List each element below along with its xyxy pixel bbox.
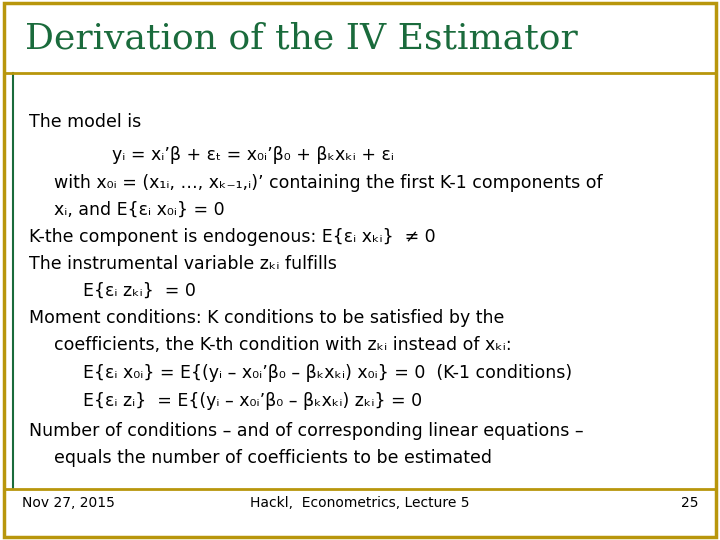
Text: K-the component is endogenous: E{εᵢ xₖᵢ}  ≠ 0: K-the component is endogenous: E{εᵢ xₖᵢ}… bbox=[29, 228, 436, 246]
Text: Number of conditions – and of corresponding linear equations –: Number of conditions – and of correspond… bbox=[29, 422, 583, 440]
Text: E{εᵢ x₀ᵢ} = E{(yᵢ – x₀ᵢ’β₀ – βₖxₖᵢ) x₀ᵢ} = 0  (K-1 conditions): E{εᵢ x₀ᵢ} = E{(yᵢ – x₀ᵢ’β₀ – βₖxₖᵢ) x₀ᵢ}… bbox=[83, 364, 572, 382]
Text: E{εᵢ zₖᵢ}  = 0: E{εᵢ zₖᵢ} = 0 bbox=[83, 282, 196, 300]
Text: Moment conditions: K conditions to be satisfied by the: Moment conditions: K conditions to be sa… bbox=[29, 309, 504, 327]
Text: The model is: The model is bbox=[29, 113, 141, 131]
Text: The instrumental variable zₖᵢ fulfills: The instrumental variable zₖᵢ fulfills bbox=[29, 255, 337, 273]
Text: E{εᵢ zᵢ}  = E{(yᵢ – x₀ᵢ’β₀ – βₖxₖᵢ) zₖᵢ} = 0: E{εᵢ zᵢ} = E{(yᵢ – x₀ᵢ’β₀ – βₖxₖᵢ) zₖᵢ} … bbox=[83, 392, 422, 409]
Text: with x₀ᵢ = (x₁ᵢ, …, xₖ₋₁,ᵢ)’ containing the first K-1 components of: with x₀ᵢ = (x₁ᵢ, …, xₖ₋₁,ᵢ)’ containing … bbox=[54, 174, 603, 192]
Text: Hackl,  Econometrics, Lecture 5: Hackl, Econometrics, Lecture 5 bbox=[251, 496, 469, 510]
Text: coefficients, the K-th condition with zₖᵢ instead of xₖᵢ:: coefficients, the K-th condition with zₖ… bbox=[54, 336, 512, 354]
Text: Nov 27, 2015: Nov 27, 2015 bbox=[22, 496, 114, 510]
Text: equals the number of coefficients to be estimated: equals the number of coefficients to be … bbox=[54, 449, 492, 467]
Text: 25: 25 bbox=[681, 496, 698, 510]
Text: Derivation of the IV Estimator: Derivation of the IV Estimator bbox=[25, 22, 578, 56]
Text: yᵢ = xᵢ’β + εₜ = x₀ᵢ’β₀ + βₖxₖᵢ + εᵢ: yᵢ = xᵢ’β + εₜ = x₀ᵢ’β₀ + βₖxₖᵢ + εᵢ bbox=[112, 146, 394, 164]
Text: xᵢ, and E{εᵢ x₀ᵢ} = 0: xᵢ, and E{εᵢ x₀ᵢ} = 0 bbox=[54, 201, 225, 219]
